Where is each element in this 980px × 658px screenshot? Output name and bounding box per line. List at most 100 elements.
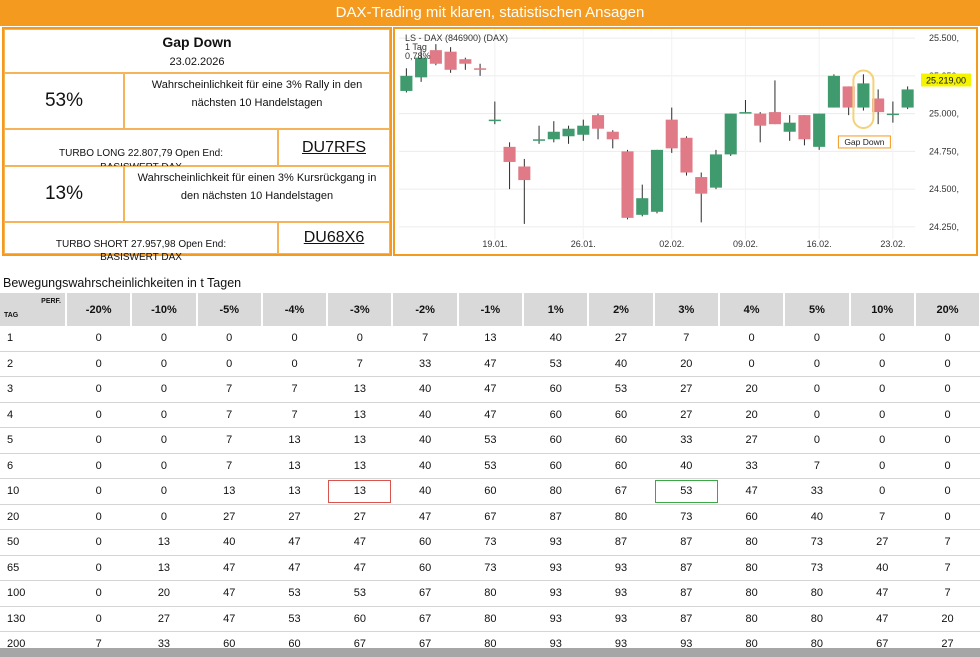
- probability-cell: 93: [588, 555, 654, 581]
- gap-down-label-box: [837, 135, 891, 149]
- probability-cell: 27: [327, 504, 393, 530]
- table-row: 1 0 0 0 0 0 7 13 40 27 7 0 0 0 0: [0, 326, 980, 352]
- row-tag-cell: 2: [0, 351, 66, 377]
- candle-body: [577, 125, 590, 135]
- probability-cell: 7: [196, 453, 262, 479]
- signal-info-box: Gap Down 23.02.2026 53% Wahrscheinlichke…: [2, 27, 392, 263]
- y-tick-label: 25.000,: [929, 109, 959, 119]
- candle-body: [459, 59, 472, 64]
- candle-body: [429, 50, 442, 64]
- turbo-short-wkn-link[interactable]: DU68X6: [303, 229, 365, 246]
- probability-cell: 60: [588, 453, 654, 479]
- probability-cell: 13: [261, 453, 328, 479]
- probability-cell: 87: [588, 529, 654, 556]
- candle-body: [886, 113, 899, 116]
- candlestick-chart-panel: 25.500,25.250,25.000,24.750,24.500,24.25…: [393, 27, 978, 256]
- candle-body: [739, 112, 752, 114]
- column-header: -2%: [392, 293, 459, 326]
- last-price-label: 25.219,00: [926, 76, 966, 86]
- probability-cell: 0: [327, 326, 393, 352]
- probability-cell: 93: [523, 606, 589, 632]
- candle-body: [901, 89, 914, 108]
- probability-cell: 53: [457, 453, 524, 479]
- probability-cell: 87: [523, 504, 589, 530]
- probability-cell: 0: [914, 402, 980, 428]
- candle-body: [547, 131, 560, 140]
- probability-cell: 60: [588, 402, 654, 428]
- probability-cell: 0: [261, 326, 328, 352]
- probability-cell: 13: [327, 402, 393, 428]
- probability-cell: 0: [131, 453, 197, 479]
- probability-cell: 0: [66, 453, 132, 479]
- row-tag-cell: 1: [0, 326, 66, 352]
- x-tick-label: 09.02.: [733, 239, 758, 249]
- probability-cell: 7: [914, 555, 980, 581]
- probability-cell: 27: [718, 427, 785, 454]
- probability-cell: 40: [392, 427, 458, 454]
- probability-cell: 47: [849, 580, 915, 607]
- chart-legend-change: 0,78%: [405, 51, 431, 61]
- probability-cell: 47: [327, 529, 393, 556]
- probability-cell: 0: [784, 376, 850, 403]
- x-tick-label: 02.02.: [659, 239, 684, 249]
- table-row: 10 0 0 13 13 13 40 60 80 67 53 47 33 0 0: [0, 478, 980, 505]
- probability-cell: 73: [784, 555, 850, 581]
- probability-cell: 80: [457, 580, 524, 607]
- turbo-long-wkn-cell: DU7RFS: [278, 129, 390, 166]
- probability-cell: 0: [66, 351, 132, 377]
- turbo-long-cell: TURBO LONG 22.807,79 Open End: BASISWERT…: [4, 129, 278, 173]
- probability-cell: 7: [196, 402, 262, 428]
- probability-cell: 0: [914, 453, 980, 479]
- column-header: -3%: [327, 293, 394, 326]
- turbo-long-wkn-link[interactable]: DU7RFS: [301, 138, 366, 156]
- column-header: -4%: [261, 293, 329, 326]
- candle-body: [754, 113, 767, 126]
- probability-cell: 0: [914, 376, 980, 403]
- table-row: 50 0 13 40 47 47 60 73 93 87 87 80 73 27 7: [0, 529, 980, 556]
- probability-cell: 0: [131, 351, 197, 377]
- probability-cell: 0: [914, 326, 980, 352]
- probability-cell: 80: [588, 504, 654, 530]
- probability-cell: 93: [588, 580, 654, 607]
- probability-cell: 7: [327, 351, 393, 377]
- probability-cell: 60: [392, 555, 458, 581]
- probability-cell: 60: [457, 478, 524, 505]
- probability-cell: 73: [457, 529, 524, 556]
- column-header: 2%: [588, 293, 655, 326]
- rally-text: Wahrscheinlichkeit für eine 3% Rally in …: [151, 79, 363, 109]
- candle-body: [872, 98, 885, 113]
- probability-cell: 20: [131, 580, 197, 607]
- decline-percent-cell: 13%: [4, 166, 124, 222]
- candle-body: [695, 177, 708, 194]
- column-header: -10%: [131, 293, 198, 326]
- probability-cell: 60: [588, 427, 654, 454]
- probability-cell: 60: [523, 427, 589, 454]
- x-tick-label: 26.01.: [571, 239, 596, 249]
- candle-body: [474, 68, 487, 70]
- probability-cell: 7: [914, 580, 980, 607]
- y-tick-label: 24.750,: [929, 146, 959, 156]
- probability-cell: 47: [849, 606, 915, 632]
- probability-cell: 0: [784, 427, 850, 454]
- probability-cell: 13: [327, 427, 393, 454]
- probability-cell: 53: [261, 580, 328, 607]
- probability-cell: 0: [718, 326, 785, 352]
- probability-cell: 7: [261, 402, 328, 428]
- probability-cell: 53: [327, 580, 393, 607]
- probability-cell: 13: [261, 427, 328, 454]
- probability-cell: 0: [849, 453, 915, 479]
- probability-cell: 67: [392, 606, 458, 632]
- probability-cell: 60: [392, 529, 458, 556]
- candle-body: [857, 83, 870, 108]
- probability-cell: 40: [849, 555, 915, 581]
- probability-cell: 7: [914, 529, 980, 556]
- probability-table: PERF. TAG -20% -10% -5% -4% -3% -2% -1% 1% 2% 3% 4…: [0, 293, 980, 658]
- column-header: -5%: [196, 293, 263, 326]
- gap-highlight-ellipse: [852, 69, 875, 129]
- candle-body: [503, 146, 516, 162]
- probability-cell: 0: [849, 402, 915, 428]
- probability-cell: 87: [653, 555, 719, 581]
- probability-cell: 0: [66, 402, 132, 428]
- probability-cell: 27: [261, 504, 328, 530]
- row-tag-cell: 5: [0, 427, 66, 454]
